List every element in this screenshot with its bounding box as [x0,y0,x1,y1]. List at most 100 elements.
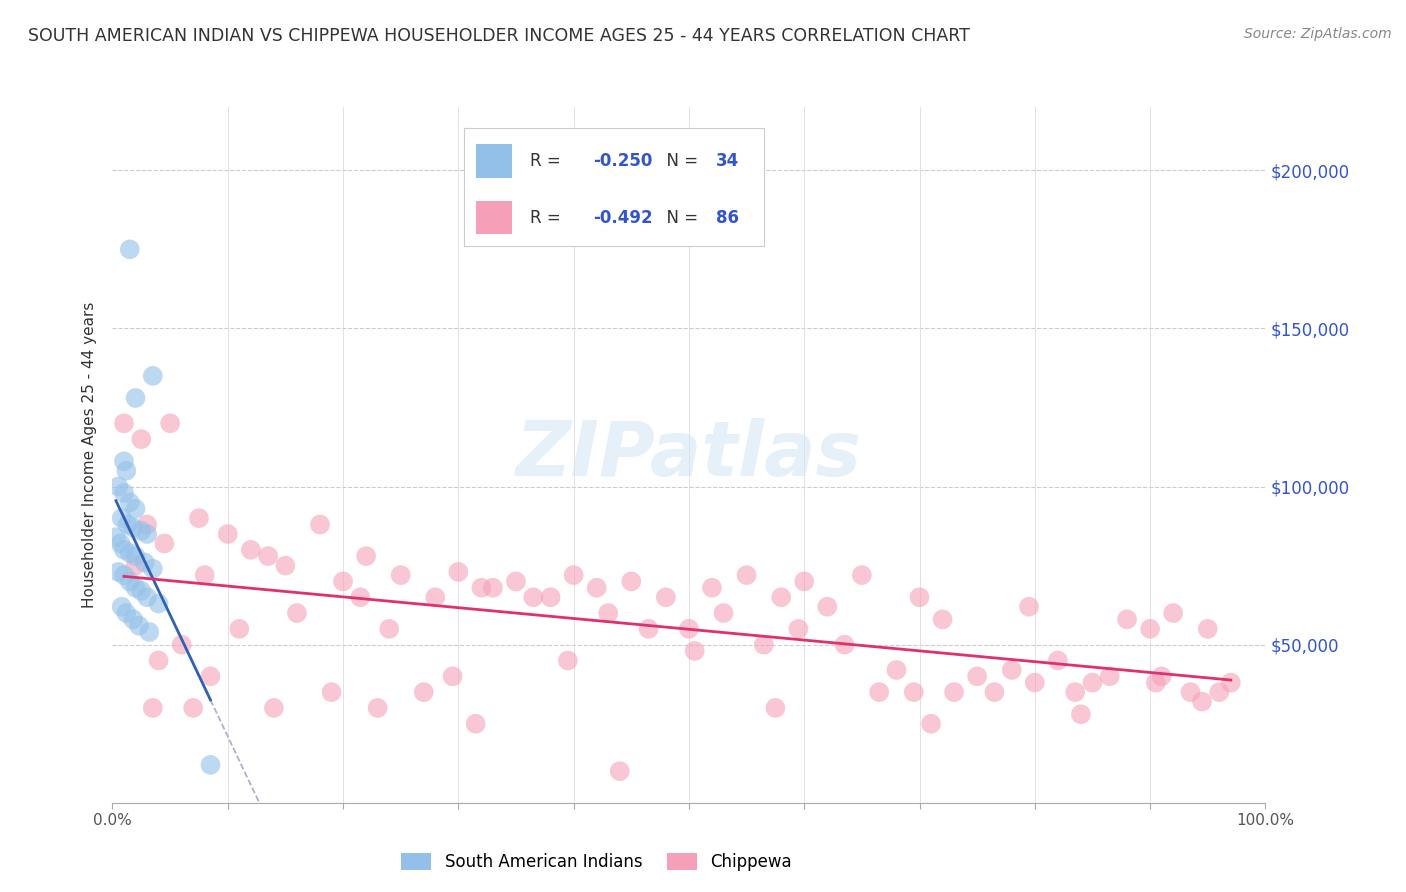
Point [124,501,146,516]
Point [609,764,631,779]
Point [332,574,354,589]
Point [136,517,159,532]
Point [482,581,505,595]
Point [367,701,389,715]
Point [107,565,129,579]
Point [194,568,217,582]
Point [257,549,280,563]
Point [129,524,153,538]
Point [903,685,925,699]
Point [170,638,193,652]
Point [557,653,579,667]
Point [285,606,308,620]
Point [1208,685,1230,699]
Point [118,495,141,509]
Point [153,536,176,550]
Point [1070,707,1092,722]
Text: Source: ZipAtlas.com: Source: ZipAtlas.com [1244,27,1392,41]
Point [470,581,492,595]
Point [655,591,678,605]
Point [412,685,434,699]
Point [1024,675,1046,690]
Point [1219,675,1241,690]
Point [128,618,150,632]
Point [505,574,527,589]
Point [239,542,262,557]
Point [148,597,170,611]
Point [112,486,135,500]
Point [115,464,138,478]
Point [142,562,165,576]
Point [1197,622,1219,636]
Point [441,669,464,683]
Point [1018,599,1040,614]
Point [522,591,544,605]
Point [200,757,222,772]
Point [1046,653,1069,667]
Point [1161,606,1184,620]
Point [943,685,966,699]
Point [765,701,787,715]
Point [136,527,159,541]
Legend: South American Indians, Chippewa: South American Indians, Chippewa [395,847,799,878]
Point [447,565,470,579]
Point [983,685,1005,699]
Point [200,669,222,683]
Point [1064,685,1087,699]
Point [181,701,204,715]
Point [678,622,700,636]
Text: SOUTH AMERICAN INDIAN VS CHIPPEWA HOUSEHOLDER INCOME AGES 25 - 44 YEARS CORRELAT: SOUTH AMERICAN INDIAN VS CHIPPEWA HOUSEH… [28,27,970,45]
Point [117,517,139,532]
Point [129,583,153,598]
Point [124,558,146,573]
Point [389,568,412,582]
Point [118,574,141,589]
Point [124,581,146,595]
Point [134,556,156,570]
Point [309,517,332,532]
Point [620,574,643,589]
Point [464,716,486,731]
Point [713,606,735,620]
Point [112,542,135,557]
Point [1139,622,1161,636]
Point [598,606,620,620]
Point [122,521,145,535]
Text: ZIPatlas: ZIPatlas [516,418,862,491]
Point [142,701,165,715]
Point [354,549,377,563]
Point [562,568,585,582]
Point [142,368,165,383]
Point [585,581,607,595]
Point [752,638,775,652]
Point [1081,675,1104,690]
Point [1001,663,1024,677]
Point [886,663,908,677]
Point [263,701,285,715]
Point [700,581,723,595]
Point [148,653,170,667]
Point [159,417,181,431]
Point [1191,695,1213,709]
Point [124,391,146,405]
Point [1098,669,1121,683]
Point [110,536,132,550]
Point [1144,675,1167,690]
Point [851,568,873,582]
Point [425,591,447,605]
Point [124,549,146,563]
Point [540,591,562,605]
Point [118,243,141,257]
Point [735,568,758,582]
Point [129,432,153,446]
Point [136,591,159,605]
Point [931,612,953,626]
Point [378,622,401,636]
Y-axis label: Householder Income Ages 25 - 44 years: Householder Income Ages 25 - 44 years [82,301,97,608]
Point [122,612,145,626]
Point [637,622,659,636]
Point [793,574,815,589]
Point [112,568,135,582]
Point [228,622,250,636]
Point [834,638,856,652]
